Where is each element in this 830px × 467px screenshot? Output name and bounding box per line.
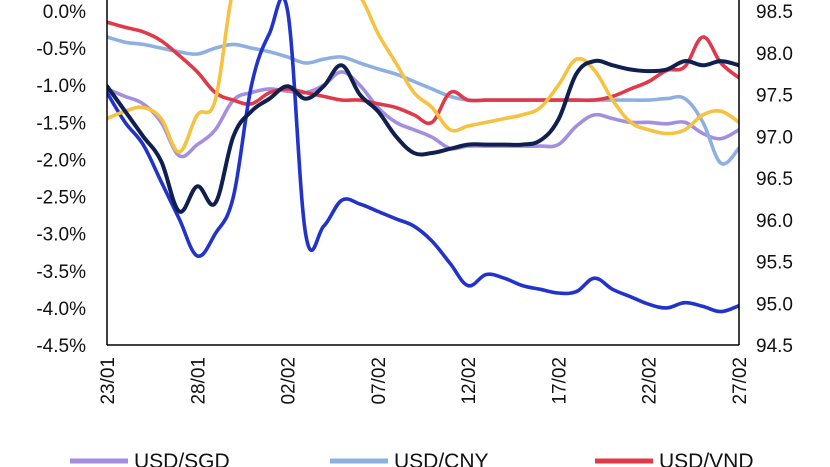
y-left-tick-label: -3.5% (36, 262, 86, 283)
x-tick-labels: 23/01 28/01 02/02 07/02 12/02 17/02 22/02 27/02 (98, 357, 751, 405)
y-left-tick-label: -1.0% (36, 76, 86, 97)
legend: USD/SGD USD/CNY USD/VND (70, 450, 754, 467)
y-left-tick-label: 0.0% (43, 2, 86, 23)
y-right-tick-label: 97.5 (756, 86, 793, 107)
series-line-usd-cny (107, 35, 739, 166)
y-left-tick-label: -4.0% (36, 299, 86, 320)
legend-label-usd-sgd: USD/SGD (134, 450, 230, 467)
y-left-tick-label: -2.0% (36, 150, 86, 171)
y-right-tick-label: 96.5 (756, 169, 793, 190)
series-layer (107, 0, 739, 314)
y-left-tick-label: -0.5% (36, 39, 86, 60)
y-right-tick-label: 98.0 (756, 44, 793, 65)
x-tick-label: 12/02 (459, 357, 480, 405)
y-left-tick-label: -3.0% (36, 225, 86, 246)
x-tick-label: 17/02 (549, 357, 570, 405)
y-left-tick-label: -4.5% (36, 336, 86, 357)
x-tick-label: 07/02 (369, 357, 390, 405)
y-right-tick-label: 96.0 (756, 211, 793, 232)
series-line-dxy-rhs (107, 58, 739, 214)
x-tick-label: 22/02 (640, 357, 661, 405)
legend-label-usd-vnd: USD/VND (659, 450, 754, 467)
y-right-tick-label: 95.0 (756, 294, 793, 315)
y-left-tick-label: -1.5% (36, 113, 86, 134)
y-right-tick-label: 98.5 (756, 2, 793, 23)
series-line-usd-idr (107, 0, 739, 154)
series-line-usd-krw (107, 0, 739, 314)
series-line-usd-vnd (107, 20, 739, 126)
x-tick-label: 02/02 (279, 357, 300, 405)
legend-label-usd-cny: USD/CNY (394, 450, 489, 467)
y-right-tick-label: 95.5 (756, 253, 793, 274)
y-left-tick-labels: 0.0% -0.5% -1.0% -1.5% -2.0% -2.5% -3.0% -3.5% -… (36, 2, 86, 357)
y-right-tick-labels: 98.5 98.0 97.5 97.0 96.5 96.0 95.5 95.0 94.5 (756, 2, 793, 357)
x-tick-label: 27/02 (730, 357, 751, 405)
x-tick-label: 23/01 (98, 357, 119, 405)
y-right-tick-label: 94.5 (756, 336, 793, 357)
y-right-tick-label: 97.0 (756, 127, 793, 148)
y-left-tick-label: -2.5% (36, 188, 86, 209)
x-tick-label: 28/01 (188, 357, 209, 405)
